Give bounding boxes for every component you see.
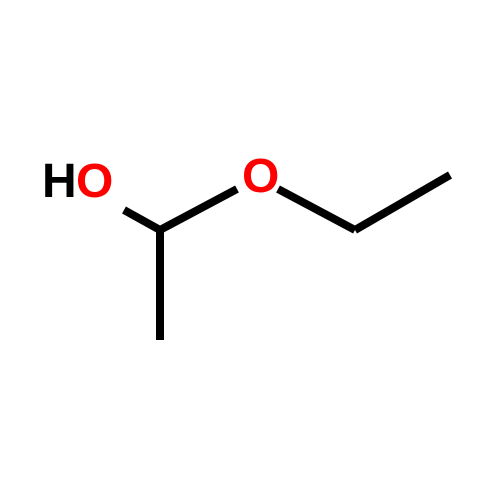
bond-c2-c3 [355, 175, 450, 230]
bond-c1-oe-left [160, 189, 237, 230]
label-O-ether: O [242, 150, 279, 203]
label-H: H [42, 155, 77, 208]
bond-c1-oh [124, 210, 160, 230]
label-O-hydroxyl: O [76, 155, 113, 208]
molecule-canvas: HOO [0, 0, 500, 500]
bond-oe-c2-right [278, 189, 355, 230]
